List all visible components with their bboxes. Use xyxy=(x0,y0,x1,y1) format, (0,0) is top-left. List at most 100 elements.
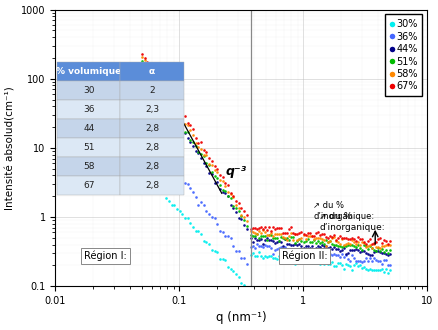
30% xyxy=(255,250,262,255)
67% xyxy=(328,235,335,240)
Point xyxy=(213,180,220,185)
Point xyxy=(162,96,170,102)
Point xyxy=(219,189,226,195)
Point xyxy=(232,271,239,277)
Point xyxy=(181,215,188,220)
Point xyxy=(154,183,161,188)
36% xyxy=(261,243,268,248)
Point xyxy=(187,127,194,132)
67% xyxy=(307,233,314,238)
58% xyxy=(315,235,322,240)
30% xyxy=(361,266,368,271)
44% xyxy=(329,245,336,250)
30% xyxy=(259,255,266,261)
51% xyxy=(375,248,382,253)
58% xyxy=(311,235,318,241)
67% xyxy=(275,225,282,231)
51% xyxy=(385,247,392,252)
58% xyxy=(305,234,312,239)
58% xyxy=(337,237,344,242)
44% xyxy=(356,249,363,254)
30% xyxy=(315,261,322,267)
36% xyxy=(271,247,278,252)
Point xyxy=(237,280,244,286)
67% xyxy=(253,226,260,231)
36% xyxy=(273,247,280,252)
Point xyxy=(226,191,233,196)
58% xyxy=(336,241,343,247)
36% xyxy=(291,248,298,253)
44% xyxy=(357,248,364,254)
Point xyxy=(141,128,148,133)
44% xyxy=(251,235,258,241)
Point xyxy=(213,221,220,226)
51% xyxy=(325,238,332,243)
Point xyxy=(168,202,175,208)
67% xyxy=(247,226,254,232)
51% xyxy=(333,244,340,249)
Point xyxy=(144,131,151,137)
Point xyxy=(141,64,148,70)
Point xyxy=(165,100,172,105)
30% xyxy=(247,253,254,258)
30% xyxy=(332,263,339,268)
36% xyxy=(356,259,363,264)
Point xyxy=(192,229,199,234)
30% xyxy=(299,258,306,264)
Point xyxy=(219,178,226,183)
30% xyxy=(367,267,374,273)
67% xyxy=(293,232,300,237)
30% xyxy=(307,261,314,266)
67% xyxy=(279,231,286,236)
Point xyxy=(176,118,183,123)
51% xyxy=(261,234,268,239)
51% xyxy=(381,247,389,252)
Point xyxy=(146,68,153,73)
51% xyxy=(356,245,363,250)
67% xyxy=(269,224,276,230)
51% xyxy=(342,243,349,248)
Point xyxy=(165,159,172,164)
58% xyxy=(259,227,266,233)
44% xyxy=(360,249,367,254)
58% xyxy=(293,238,300,243)
51% xyxy=(269,235,276,240)
67% xyxy=(309,233,316,239)
36% xyxy=(370,255,377,260)
51% xyxy=(311,240,318,245)
36% xyxy=(325,251,332,257)
67% xyxy=(285,227,292,232)
Point xyxy=(197,232,204,237)
Point xyxy=(162,93,170,98)
58% xyxy=(281,236,288,241)
36% xyxy=(249,243,256,248)
Point xyxy=(194,149,201,154)
30% xyxy=(313,259,320,264)
58% xyxy=(255,228,262,233)
Point xyxy=(221,188,228,193)
Point xyxy=(232,209,239,214)
Point xyxy=(157,78,164,83)
Point xyxy=(208,248,215,253)
44% xyxy=(287,243,294,248)
36% xyxy=(311,252,318,258)
Point xyxy=(192,141,199,146)
36% xyxy=(257,244,264,249)
36% xyxy=(384,262,391,268)
58% xyxy=(265,233,272,238)
36% xyxy=(319,252,326,257)
30% xyxy=(319,262,326,267)
Point xyxy=(152,141,159,147)
67% xyxy=(273,225,280,230)
58% xyxy=(375,245,382,250)
Point xyxy=(157,187,164,192)
Point xyxy=(162,155,170,161)
67% xyxy=(325,234,332,239)
58% xyxy=(356,243,363,248)
30% xyxy=(279,256,286,261)
Y-axis label: Intensité absolud(cm⁻¹): Intensité absolud(cm⁻¹) xyxy=(6,86,15,210)
58% xyxy=(364,243,371,248)
Point xyxy=(219,256,226,262)
58% xyxy=(381,243,389,248)
58% xyxy=(367,246,374,251)
